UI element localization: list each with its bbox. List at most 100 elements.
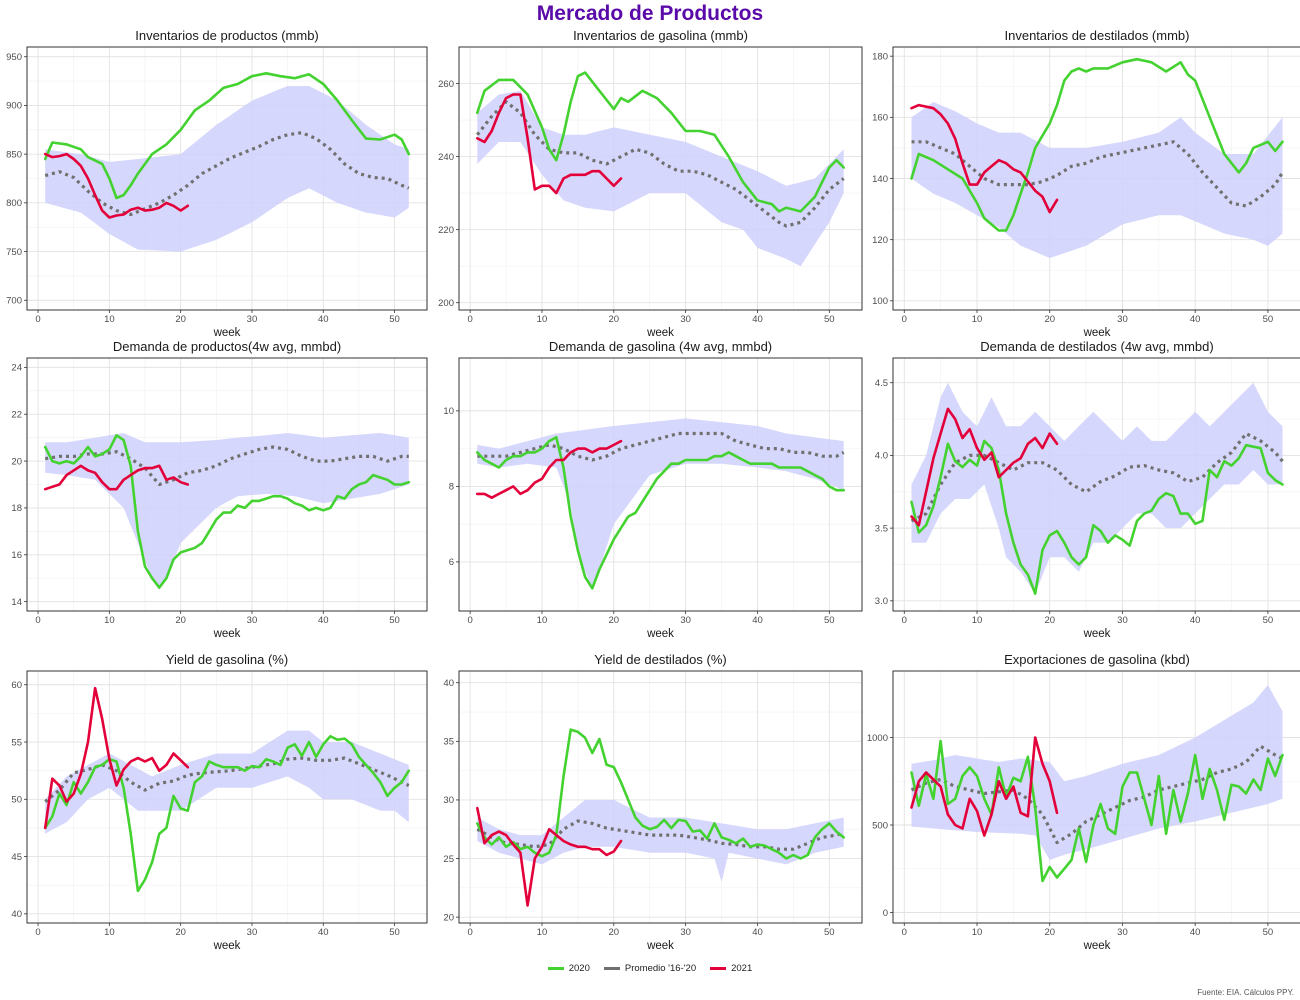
panel-title: Exportaciones de gasolina (kbd)	[1004, 652, 1190, 667]
source-note: Fuente: EIA. Cálculos PPY.	[1197, 988, 1294, 997]
x-tick-label: 30	[247, 615, 258, 626]
range-band	[477, 799, 844, 882]
y-tick-label: 260	[438, 79, 454, 90]
y-tick-label: 35	[443, 737, 454, 748]
series-2020-line	[43, 433, 411, 589]
panel-title: Demanda de productos(4w avg, mmbd)	[113, 339, 341, 354]
legend-swatch	[603, 967, 620, 970]
chart-panel: 0 10 20 30 40 50 40 45 50 55 60 Yield de gasolina (…	[11, 652, 428, 952]
x-tick-label: 0	[35, 927, 40, 938]
x-tick-label: 50	[389, 927, 400, 938]
x-tick-label: 0	[902, 927, 907, 938]
chart-panel: 0 10 20 30 40 50 14 16 18 20 22 24 Demanda de produc…	[11, 339, 428, 640]
y-tick-label: 800	[6, 198, 22, 209]
panel-title: Demanda de destilados (4w avg, mmbd)	[980, 339, 1213, 354]
y-tick-label: 30	[443, 795, 454, 806]
series-2021-line	[910, 736, 1059, 837]
y-tick-label: 100	[872, 296, 888, 307]
panel-title: Inventarios de gasolina (mmb)	[573, 28, 748, 43]
x-tick-label: 10	[104, 615, 115, 626]
series-2020-line	[475, 435, 846, 590]
legend-label: 2021	[731, 963, 753, 974]
x-tick-label: 10	[104, 314, 115, 325]
plot-border	[458, 670, 863, 924]
x-tick-label: 0	[467, 615, 472, 626]
series-2021-line	[43, 152, 190, 219]
x-tick-label: 40	[1190, 615, 1201, 626]
plot-background	[459, 358, 862, 611]
series-avg-line	[476, 100, 845, 228]
y-tick-label: 4.0	[875, 451, 888, 462]
x-tick-label: 0	[902, 615, 907, 626]
range-band	[911, 102, 1283, 258]
plot-background	[459, 671, 862, 923]
legend-swatch	[547, 967, 564, 970]
x-tick-label: 0	[35, 314, 40, 325]
x-tick-label: 20	[175, 927, 186, 938]
chart-panel: 0 10 20 30 40 50 3.0 3.5 4.0 4.5 Demanda de destil…	[875, 339, 1300, 640]
y-tick-label: 25	[443, 854, 454, 865]
chart-panel: 0 10 20 30 40 50 6 8 10 Demanda de gasolina (4w a…	[443, 339, 863, 640]
y-tick-label: 160	[872, 113, 888, 124]
y-tick-label: 950	[6, 52, 22, 63]
y-tick-label: 1000	[867, 733, 888, 744]
y-tick-label: 220	[438, 225, 454, 236]
x-tick-label: 50	[1263, 615, 1274, 626]
plot-border	[892, 357, 1300, 612]
legend-item: Promedio '16-'20	[603, 963, 697, 974]
y-tick-label: 24	[11, 363, 22, 374]
y-tick-label: 4.5	[875, 378, 888, 389]
x-tick-label: 10	[972, 314, 983, 325]
y-tick-label: 22	[11, 410, 22, 421]
chart-panel: 0 10 20 30 40 50 100 120 140 160 180 Inventarios de…	[872, 28, 1300, 339]
x-tick-label: 40	[318, 314, 329, 325]
y-tick-label: 10	[443, 406, 454, 417]
plot-border	[26, 670, 428, 924]
series-2020-line	[910, 439, 1284, 595]
series-avg-line	[44, 445, 409, 487]
y-tick-label: 180	[872, 51, 888, 62]
x-tick-label: 30	[247, 314, 258, 325]
x-tick-label: 30	[680, 615, 691, 626]
y-tick-label: 40	[11, 909, 22, 920]
x-tick-label: 10	[537, 314, 548, 325]
y-tick-label: 40	[443, 678, 454, 689]
legend-label: Promedio '16-'20	[624, 963, 697, 974]
x-tick-label: 40	[318, 615, 329, 626]
x-axis-label: week	[213, 940, 241, 952]
y-tick-label: 55	[11, 737, 22, 748]
main-title: Mercado de Productos	[536, 2, 764, 25]
y-tick-label: 8	[449, 482, 454, 493]
series-2021-line	[475, 806, 623, 907]
series-avg-line	[911, 140, 1284, 208]
x-tick-label: 40	[1190, 927, 1201, 938]
x-axis-label: week	[646, 327, 674, 339]
series-2021-line	[475, 93, 623, 195]
y-tick-label: 20	[11, 456, 22, 467]
x-tick-label: 40	[318, 927, 329, 938]
x-tick-label: 30	[1117, 615, 1128, 626]
series-avg-line	[910, 432, 1284, 523]
x-tick-label: 30	[247, 927, 258, 938]
range-band	[477, 90, 844, 267]
x-tick-label: 0	[35, 615, 40, 626]
y-tick-label: 14	[11, 597, 22, 608]
y-tick-label: 140	[872, 174, 888, 185]
panel-title: Inventarios de destilados (mmb)	[1005, 28, 1190, 43]
chart-panel: 0 10 20 30 40 50 200 220 240 260 Inventarios de ga…	[438, 28, 863, 339]
range-band	[911, 382, 1283, 594]
x-axis-label: week	[213, 327, 241, 339]
x-tick-label: 10	[537, 615, 548, 626]
y-tick-label: 3.0	[875, 596, 888, 607]
x-tick-label: 50	[824, 927, 835, 938]
x-tick-label: 20	[1044, 927, 1055, 938]
plot-border	[458, 46, 863, 311]
y-tick-label: 120	[872, 235, 888, 246]
panel-title: Yield de gasolina (%)	[166, 652, 288, 667]
legend-item: 2021	[710, 963, 752, 974]
range-band	[911, 685, 1283, 860]
x-tick-label: 40	[1190, 314, 1201, 325]
x-axis-label: week	[1083, 940, 1111, 952]
x-tick-label: 50	[1263, 314, 1274, 325]
x-tick-label: 40	[752, 314, 763, 325]
